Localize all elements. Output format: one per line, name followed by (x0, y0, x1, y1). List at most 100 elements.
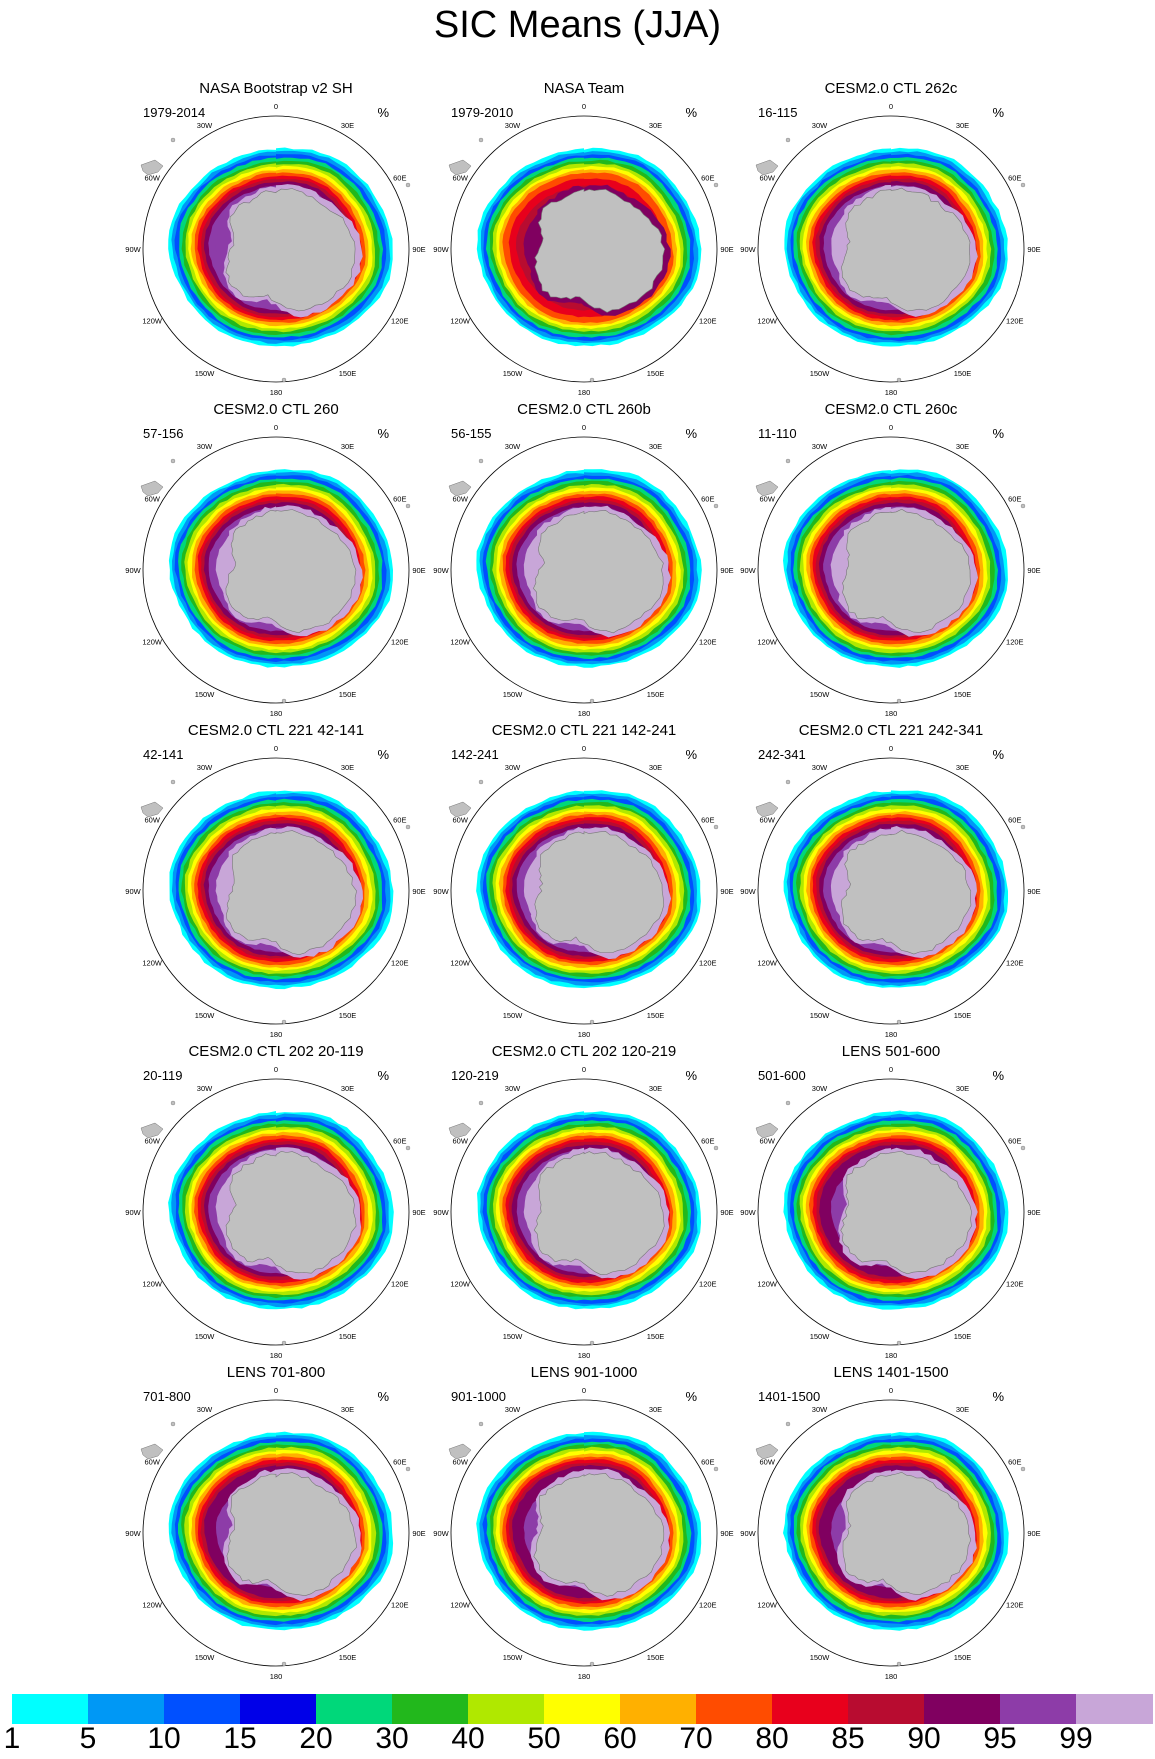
colorbar-label: 5 (79, 1722, 97, 1755)
island (589, 1661, 595, 1667)
island (589, 1019, 595, 1025)
island (896, 377, 902, 383)
antarctica-landmass (225, 1150, 357, 1274)
island (896, 1661, 902, 1667)
longitude-label: 120W (450, 959, 471, 968)
island (170, 1100, 176, 1106)
longitude-label: 180 (885, 1030, 898, 1039)
panel-period: 701-800 (143, 1389, 191, 1404)
island (405, 1145, 411, 1151)
longitude-label: 120E (391, 959, 409, 968)
panel-period: 242-341 (758, 747, 806, 762)
map-panel: NASA Team 1979-2010% 0 30E 60E 90E 120E 150E 180… (431, 80, 737, 397)
polar-map: 0 30E 60E 90E 120E 150E 180 150W 120W 90W 60W 30W (433, 1386, 733, 1681)
longitude-label: 60E (393, 1458, 406, 1467)
longitude-label: 120W (757, 1280, 778, 1289)
map-panel: CESM2.0 CTL 221 142-241 142-241% 0 30E 60E 90… (431, 722, 737, 1039)
longitude-label: 60W (144, 1458, 160, 1467)
longitude-label: 0 (889, 1065, 893, 1074)
colorbar-label: 60 (603, 1722, 637, 1755)
longitude-label: 90E (720, 887, 733, 896)
longitude-label: 30W (197, 1405, 213, 1414)
colorbar-label: 85 (831, 1722, 865, 1755)
island (405, 503, 411, 509)
panel-title: CESM2.0 CTL 221 242-341 (798, 722, 984, 739)
panel-units: % (992, 105, 1004, 120)
panel-period: 11-110 (758, 426, 797, 441)
longitude-label: 0 (274, 423, 278, 432)
longitude-label: 150E (954, 369, 972, 378)
longitude-label: 180 (885, 1351, 898, 1360)
polar-map: 0 30E 60E 90E 120E 150E 180 150W 120W 90W 60W 30W (433, 102, 733, 397)
island (170, 779, 176, 785)
island (281, 1019, 287, 1025)
panel-units: % (685, 747, 697, 762)
colorbar-box (696, 1694, 773, 1724)
island (281, 1661, 287, 1667)
longitude-label: 120E (699, 1280, 717, 1289)
longitude-label: 30E (956, 121, 969, 130)
map-panel: CESM2.0 CTL 221 242-341 242-341% 0 30E 60E 90… (738, 722, 1044, 1039)
longitude-label: 30W (505, 763, 521, 772)
panel-units: % (992, 747, 1004, 762)
panel-period: 120-219 (451, 1068, 499, 1083)
longitude-label: 90E (412, 566, 425, 575)
longitude-label: 150E (647, 1011, 665, 1020)
longitude-label: 90W (433, 1208, 449, 1217)
south-america-landmass (448, 801, 472, 818)
antarctica-landmass (533, 510, 664, 634)
south-america-landmass (140, 801, 164, 818)
colorbar-label: 1 (3, 1722, 21, 1755)
longitude-label: 0 (274, 744, 278, 753)
longitude-label: 150W (195, 690, 216, 699)
longitude-label: 60E (701, 1458, 714, 1467)
longitude-label: 120E (1006, 1601, 1024, 1610)
longitude-label: 90W (740, 566, 756, 575)
longitude-label: 30E (341, 1084, 354, 1093)
antarctica-landmass (842, 1471, 972, 1596)
longitude-label: 0 (582, 1065, 586, 1074)
polar-map: 0 30E 60E 90E 120E 150E 180 150W 120W 90W 60W 30W (740, 744, 1040, 1039)
island (170, 137, 176, 143)
colorbar-label: 99 (1059, 1722, 1093, 1755)
polar-map: 0 30E 60E 90E 120E 150E 180 150W 120W 90W 60W 30W (433, 423, 733, 718)
longitude-label: 180 (578, 1672, 591, 1681)
panel-period: 20-119 (143, 1068, 183, 1083)
south-america-landmass (755, 1122, 779, 1139)
longitude-label: 90E (1027, 245, 1040, 254)
map-panel: CESM2.0 CTL 221 42-141 42-141% 0 30E 60E 90E 1… (123, 722, 429, 1039)
longitude-label: 30W (812, 442, 828, 451)
longitude-label: 60E (701, 1137, 714, 1146)
island (589, 698, 595, 704)
longitude-label: 60W (144, 174, 160, 183)
colorbar-label: 20 (299, 1722, 333, 1755)
longitude-label: 60E (701, 174, 714, 183)
longitude-label: 120W (450, 1280, 471, 1289)
map-panel: CESM2.0 CTL 260 57-156% 0 30E 60E 90E 120E 150E… (123, 401, 429, 718)
antarctica-landmass (225, 509, 357, 634)
polar-map: 0 30E 60E 90E 120E 150E 180 150W 120W 90W 60W 30W (125, 102, 425, 397)
longitude-label: 120E (699, 959, 717, 968)
panel-units: % (377, 105, 389, 120)
longitude-label: 90W (740, 245, 756, 254)
antarctica-landmass (226, 1472, 358, 1597)
panel-title: NASA Bootstrap v2 SH (199, 80, 353, 97)
panel-units: % (377, 1389, 389, 1404)
longitude-label: 120W (142, 317, 163, 326)
island (281, 698, 287, 704)
longitude-label: 0 (889, 423, 893, 432)
longitude-label: 30W (197, 1084, 213, 1093)
colorbar-label: 10 (147, 1722, 181, 1755)
south-america-landmass (140, 1443, 164, 1460)
longitude-label: 90E (720, 1529, 733, 1538)
polar-map: 0 30E 60E 90E 120E 150E 180 150W 120W 90W 60W 30W (740, 1386, 1040, 1681)
longitude-label: 120E (391, 317, 409, 326)
longitude-label: 120E (1006, 1280, 1024, 1289)
longitude-label: 120W (757, 638, 778, 647)
longitude-label: 150E (647, 1332, 665, 1341)
longitude-label: 90W (433, 245, 449, 254)
longitude-label: 120W (142, 1280, 163, 1289)
longitude-label: 150E (954, 690, 972, 699)
south-america-landmass (448, 1122, 472, 1139)
longitude-label: 60E (1008, 495, 1021, 504)
